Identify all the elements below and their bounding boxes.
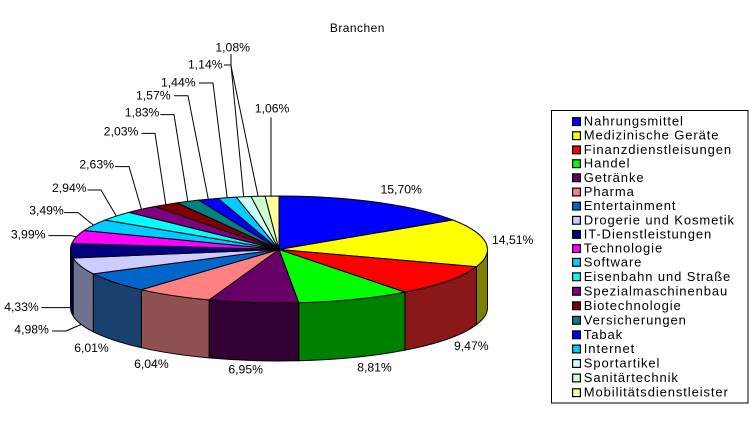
svg-text:8,81%: 8,81% xyxy=(357,360,392,374)
svg-text:2,03%: 2,03% xyxy=(104,125,139,139)
svg-text:3,99%: 3,99% xyxy=(11,228,46,242)
svg-text:1,83%: 1,83% xyxy=(125,106,160,120)
svg-text:Finanzdienstleisungen: Finanzdienstleisungen xyxy=(584,142,732,157)
svg-text:Nahrungsmittel: Nahrungsmittel xyxy=(584,114,684,129)
svg-text:6,95%: 6,95% xyxy=(228,362,263,376)
svg-text:2,63%: 2,63% xyxy=(79,158,114,172)
svg-text:Medizinische Geräte: Medizinische Geräte xyxy=(584,128,720,143)
svg-text:Entertainment: Entertainment xyxy=(584,198,677,213)
svg-text:Branchen: Branchen xyxy=(330,21,385,35)
svg-text:Internet: Internet xyxy=(584,341,635,356)
svg-text:1,08%: 1,08% xyxy=(215,41,250,55)
svg-text:Drogerie und Kosmetik: Drogerie und Kosmetik xyxy=(584,212,735,227)
svg-text:Tabak: Tabak xyxy=(584,327,623,342)
svg-text:6,04%: 6,04% xyxy=(134,357,169,371)
svg-text:1,44%: 1,44% xyxy=(161,75,196,89)
svg-text:Technologie: Technologie xyxy=(584,241,663,256)
svg-text:3,49%: 3,49% xyxy=(29,204,64,218)
svg-text:Eisenbahn und Straße: Eisenbahn und Straße xyxy=(584,269,731,284)
svg-text:15,70%: 15,70% xyxy=(381,182,422,196)
svg-text:Mobilitätsdienstleister: Mobilitätsdienstleister xyxy=(584,385,729,400)
svg-text:4,98%: 4,98% xyxy=(14,322,49,336)
svg-text:Sanitärtechnik: Sanitärtechnik xyxy=(584,370,679,385)
svg-text:Pharma: Pharma xyxy=(584,184,635,199)
svg-text:1,14%: 1,14% xyxy=(188,57,223,71)
svg-text:14,51%: 14,51% xyxy=(492,233,533,247)
svg-text:Software: Software xyxy=(584,254,643,269)
svg-text:Biotechnologie: Biotechnologie xyxy=(584,298,682,313)
svg-text:2,94%: 2,94% xyxy=(52,181,87,195)
svg-text:Spezialmaschinenbau: Spezialmaschinenbau xyxy=(584,283,728,298)
svg-text:Handel: Handel xyxy=(584,156,631,171)
svg-text:4,33%: 4,33% xyxy=(4,300,39,314)
svg-text:6,01%: 6,01% xyxy=(74,341,109,355)
svg-text:9,47%: 9,47% xyxy=(454,339,489,353)
svg-text:Versicherungen: Versicherungen xyxy=(584,312,687,327)
svg-text:1,06%: 1,06% xyxy=(255,102,290,116)
svg-text:1,57%: 1,57% xyxy=(136,88,171,102)
svg-text:IT-Dienstleistungen: IT-Dienstleistungen xyxy=(584,226,712,241)
svg-text:Sportartikel: Sportartikel xyxy=(584,356,661,371)
svg-text:Getränke: Getränke xyxy=(584,170,645,185)
